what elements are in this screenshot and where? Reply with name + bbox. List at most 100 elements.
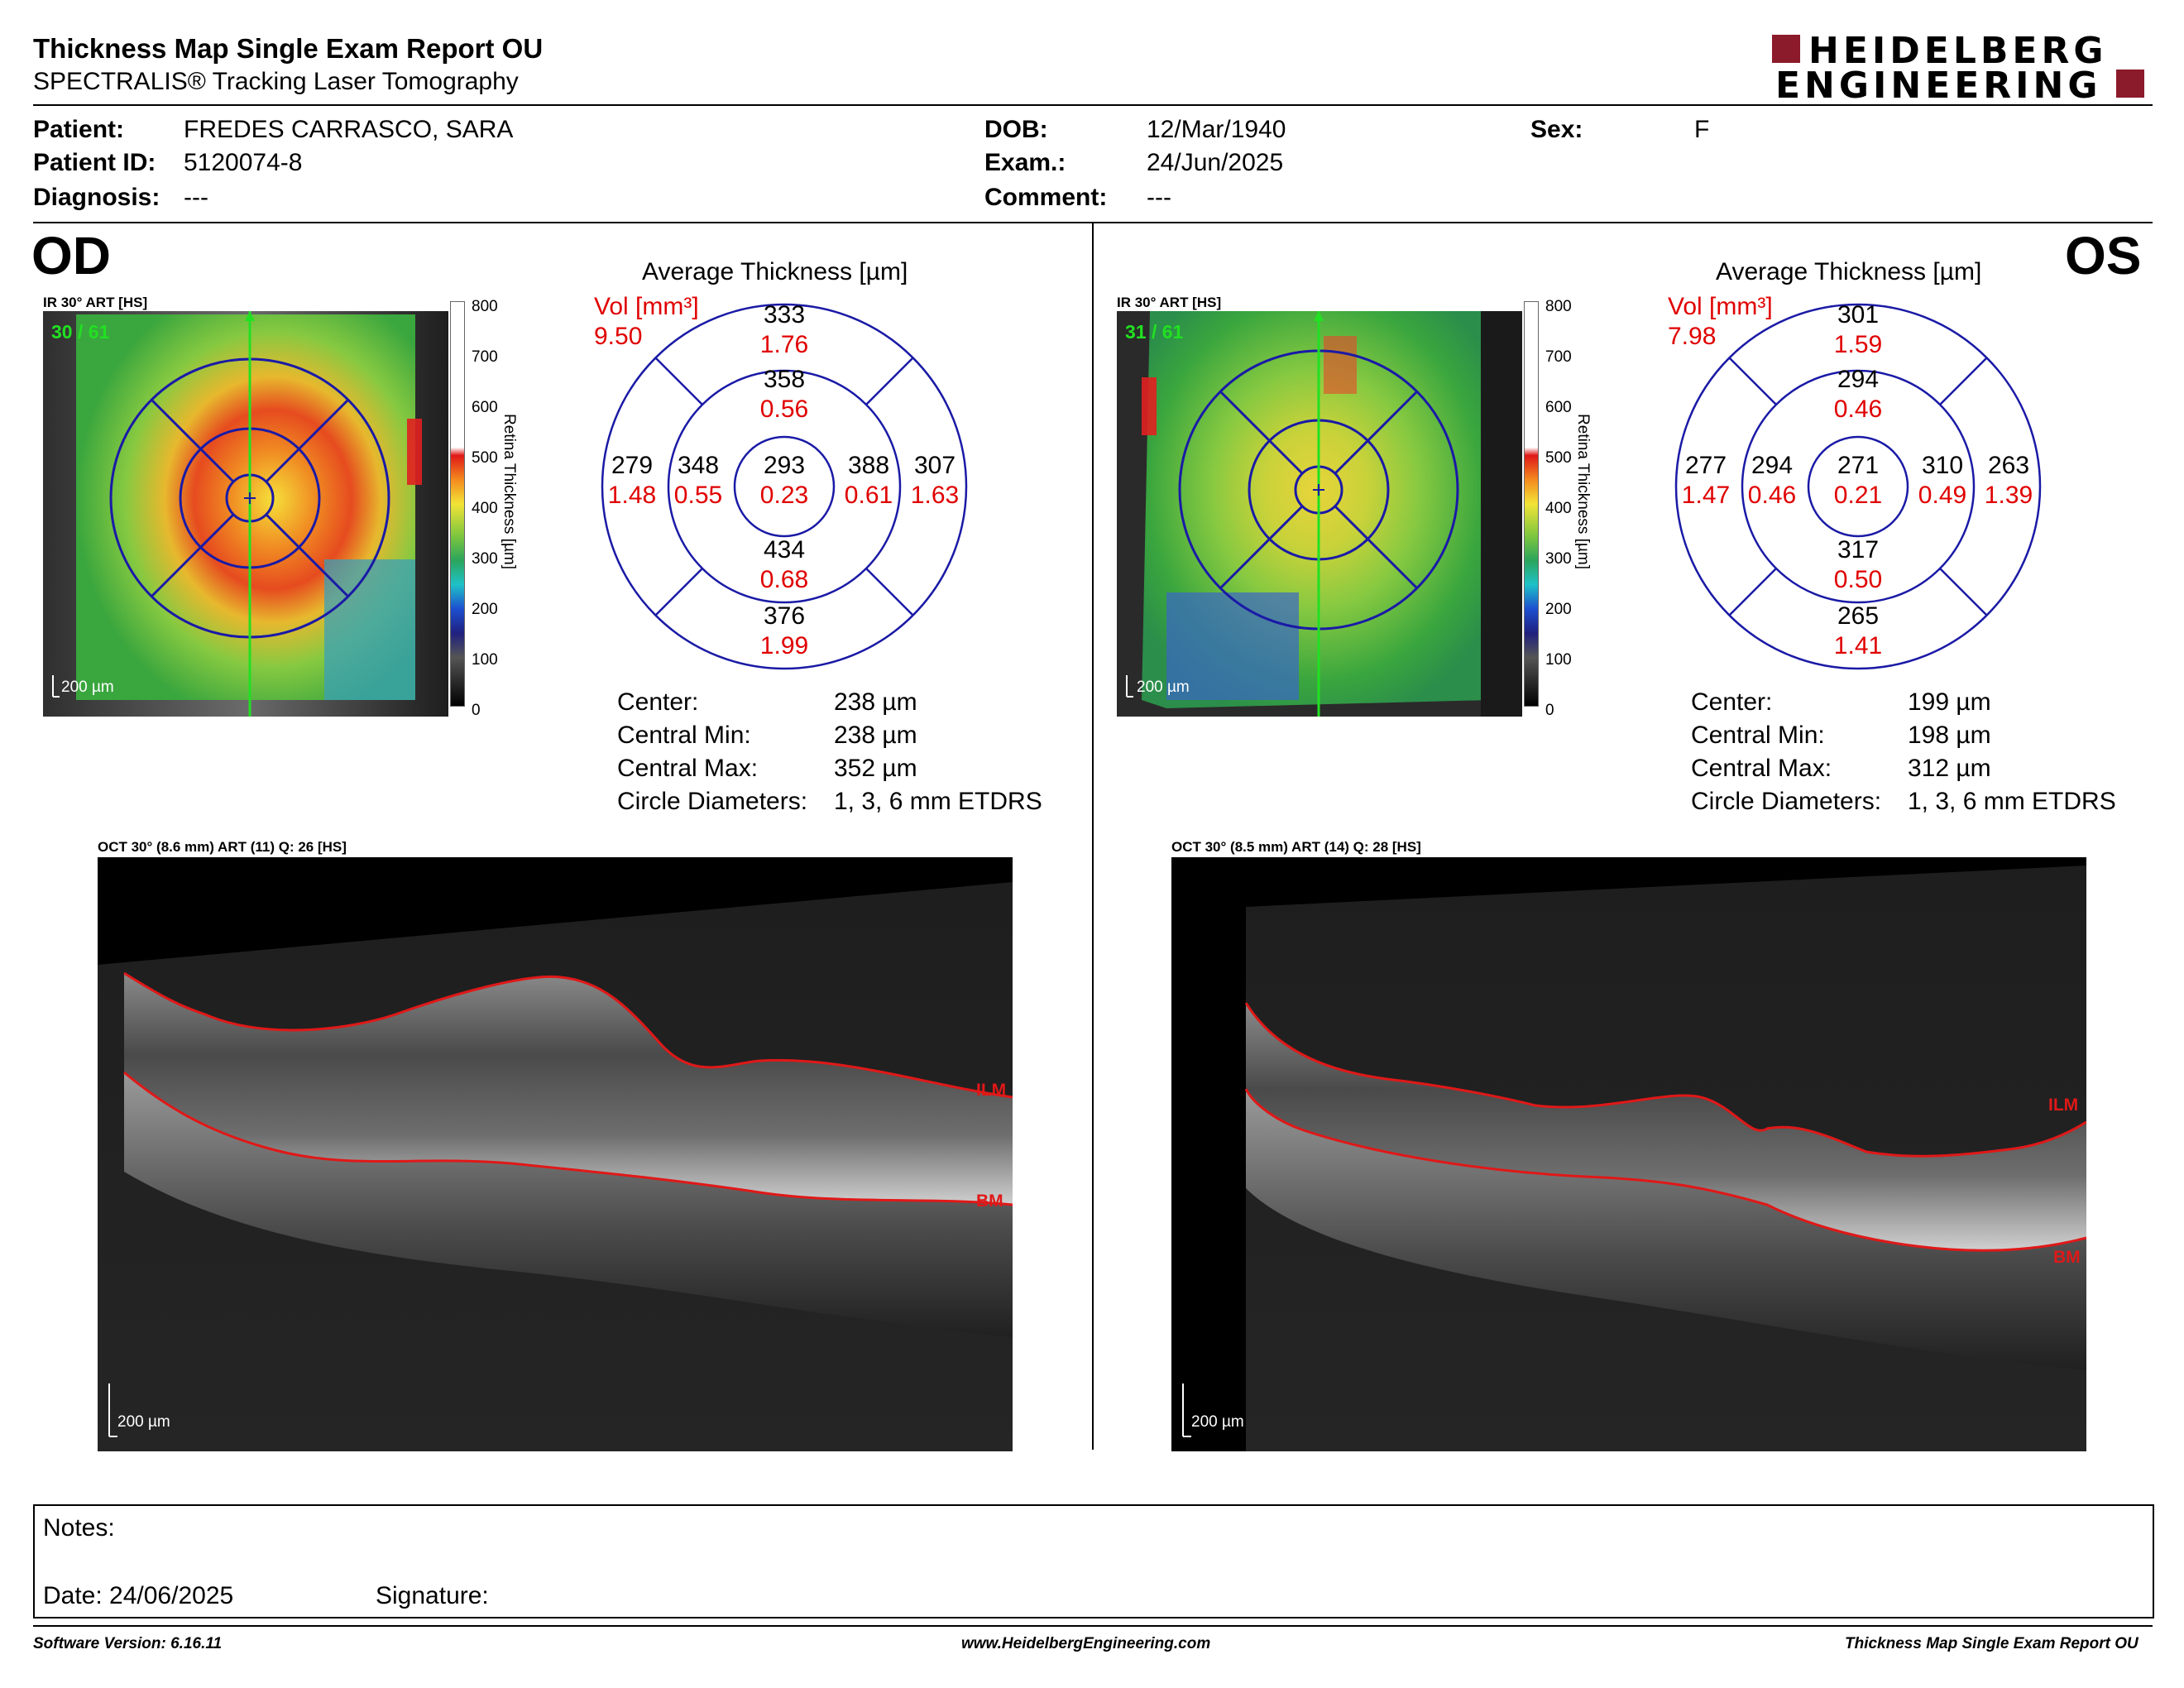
os-oct-label: OCT 30° (8.5 mm) ART (14) Q: 28 [HS] xyxy=(1171,839,1421,855)
od-colorbar-title: Retina Thickness [µm] xyxy=(500,414,518,569)
footer-website: www.HeidelbergEngineering.com xyxy=(961,1635,1211,1652)
dob-value: 12/Mar/1940 xyxy=(1147,116,1286,143)
os-outer-inf-vol: 1.41 xyxy=(1833,632,1883,659)
os-avg-title: Average Thickness [µm] xyxy=(1716,258,1982,285)
os-diam-label: Circle Diameters: xyxy=(1691,788,1882,815)
footer-report-name: Thickness Map Single Exam Report OU xyxy=(1845,1635,2138,1652)
os-outer-nas-thickness: 263 xyxy=(1987,452,2030,479)
patient-id: 5120074-8 xyxy=(184,149,303,176)
os-center-vol: 0.21 xyxy=(1833,482,1883,509)
os-max-label: Central Max: xyxy=(1691,755,1832,782)
os-inner-inf-vol: 0.50 xyxy=(1833,566,1883,593)
os-oct-scale: 200 µm xyxy=(1191,1413,1244,1431)
comment-label: Comment: xyxy=(984,184,1108,211)
od-min-label: Central Min: xyxy=(617,722,751,749)
od-eye-label: OD xyxy=(31,226,111,285)
notes-label: Notes: xyxy=(43,1514,115,1542)
os-frame-counter: 31 / 61 xyxy=(1125,321,1184,343)
os-outer-nas-vol: 1.39 xyxy=(1984,482,2033,509)
od-oct-bscan xyxy=(98,857,1013,1451)
od-outer-sup-vol: 1.76 xyxy=(759,331,809,358)
od-diam-value: 1, 3, 6 mm ETDRS xyxy=(834,788,1042,815)
patient-label: Patient: xyxy=(33,116,125,143)
od-center-vol: 0.23 xyxy=(759,482,809,509)
od-inner-inf-vol: 0.68 xyxy=(759,566,809,593)
os-outer-temp-thickness: 277 xyxy=(1684,452,1727,479)
od-max-label: Central Max: xyxy=(617,755,759,782)
od-min-value: 238 µm xyxy=(834,722,917,749)
os-oct-bscan xyxy=(1171,857,2086,1451)
od-ir-label: IR 30° ART [HS] xyxy=(43,295,148,310)
os-inner-nas-thickness: 310 xyxy=(1921,452,1964,479)
od-ir-scale: 200 µm xyxy=(61,679,114,696)
od-inner-nas-thickness: 388 xyxy=(847,452,890,479)
heidelberg-logo: HEIDELBERG ENGINEERING xyxy=(1772,30,2153,107)
os-ilm-label: ILM xyxy=(2048,1096,2079,1115)
os-vol-total: 7.98 xyxy=(1668,323,1717,350)
od-vol-label: Vol [mm³] xyxy=(594,293,699,320)
od-outer-inf-vol: 1.99 xyxy=(759,632,809,659)
logo-line2: ENGINEERING xyxy=(1775,65,2102,107)
dob-label: DOB: xyxy=(984,116,1048,143)
os-thickness-map xyxy=(1117,311,1522,717)
notes-box: Notes: Date: 24/06/2025 Signature: xyxy=(33,1504,2154,1618)
od-colorbar xyxy=(450,301,465,707)
os-colorbar xyxy=(1524,301,1539,707)
od-etdrs-grid xyxy=(601,303,968,670)
patient-id-label: Patient ID: xyxy=(33,149,156,176)
os-inner-sup-vol: 0.46 xyxy=(1833,396,1883,423)
os-center-label: Center: xyxy=(1691,688,1773,716)
patient-name: FREDES CARRASCO, SARA xyxy=(184,116,514,143)
od-frame-counter: 30 / 61 xyxy=(51,321,110,343)
od-avg-title: Average Thickness [µm] xyxy=(642,258,908,285)
od-inner-temp-vol: 0.55 xyxy=(673,482,723,509)
os-outer-sup-thickness: 301 xyxy=(1837,301,1880,328)
os-max-value: 312 µm xyxy=(1908,755,1991,782)
signature-label: Signature: xyxy=(376,1582,489,1609)
os-center-thickness: 271 xyxy=(1837,452,1880,479)
os-inner-sup-thickness: 294 xyxy=(1837,366,1880,393)
os-inner-temp-thickness: 294 xyxy=(1751,452,1794,479)
os-colorbar-title: Retina Thickness [µm] xyxy=(1574,414,1592,569)
os-outer-temp-vol: 1.47 xyxy=(1681,482,1731,509)
od-outer-inf-thickness: 376 xyxy=(763,602,806,630)
od-max-value: 352 µm xyxy=(834,755,917,782)
od-inner-nas-vol: 0.61 xyxy=(844,482,893,509)
od-outer-nas-vol: 1.63 xyxy=(910,482,960,509)
od-vol-total: 9.50 xyxy=(594,323,643,350)
report-subtitle: SPECTRALIS® Tracking Laser Tomography xyxy=(33,68,519,95)
comment-value: --- xyxy=(1147,184,1171,211)
od-outer-temp-vol: 1.48 xyxy=(607,482,657,509)
os-center-value: 199 µm xyxy=(1908,688,1991,716)
os-colorbar-ticks: 800 700 600 500 400 300 200 100 0 xyxy=(1545,298,1572,719)
os-inner-temp-vol: 0.46 xyxy=(1747,482,1797,509)
diagnosis-value: --- xyxy=(184,184,208,211)
od-bm-label: BM xyxy=(976,1192,1003,1211)
od-inner-sup-vol: 0.56 xyxy=(759,396,809,423)
od-inner-temp-thickness: 348 xyxy=(677,452,720,479)
os-inner-inf-thickness: 317 xyxy=(1837,536,1880,563)
os-ir-label: IR 30° ART [HS] xyxy=(1117,295,1222,310)
od-diam-label: Circle Diameters: xyxy=(617,788,808,815)
od-oct-label: OCT 30° (8.6 mm) ART (11) Q: 26 [HS] xyxy=(98,839,347,855)
os-etdrs-grid xyxy=(1674,303,2042,670)
exam-value: 24/Jun/2025 xyxy=(1147,149,1284,176)
od-outer-temp-thickness: 279 xyxy=(611,452,654,479)
od-inner-inf-thickness: 434 xyxy=(763,536,806,563)
os-min-label: Central Min: xyxy=(1691,722,1825,749)
logo-line1: HEIDELBERG xyxy=(1808,30,2108,72)
report-title: Thickness Map Single Exam Report OU xyxy=(33,33,544,64)
os-bm-label: BM xyxy=(2053,1248,2081,1267)
od-thickness-map xyxy=(43,311,448,717)
os-ir-scale: 200 µm xyxy=(1137,679,1190,696)
od-center-value: 238 µm xyxy=(834,688,917,716)
od-outer-nas-thickness: 307 xyxy=(913,452,956,479)
footer-software-version: Software Version: 6.16.11 xyxy=(33,1635,223,1652)
os-inner-nas-vol: 0.49 xyxy=(1918,482,1967,509)
od-center-thickness: 293 xyxy=(763,452,806,479)
od-center-label: Center: xyxy=(617,688,699,716)
sex-label: Sex: xyxy=(1530,116,1583,143)
os-outer-inf-thickness: 265 xyxy=(1837,602,1880,630)
od-outer-sup-thickness: 333 xyxy=(763,301,806,328)
os-diam-value: 1, 3, 6 mm ETDRS xyxy=(1908,788,2116,815)
